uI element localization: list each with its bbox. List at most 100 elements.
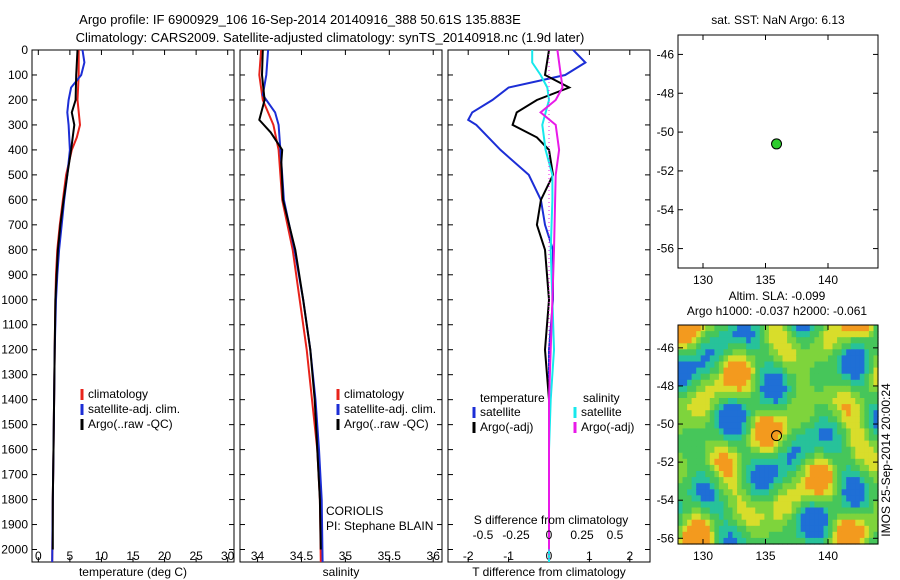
figure-title-line2: Climatology: CARS2009. Satellite-adjuste… <box>76 30 585 45</box>
heatmap-cell <box>855 495 861 502</box>
heatmap-cell <box>691 452 697 460</box>
heatmap-cell <box>709 361 715 369</box>
heatmap-cell <box>741 428 747 436</box>
heatmap-cell <box>855 483 861 490</box>
heatmap-cell <box>855 331 861 338</box>
heatmap-cell <box>741 404 747 411</box>
heatmap-cell <box>809 483 815 490</box>
heatmap-cell <box>800 349 806 356</box>
heatmap-cell <box>741 337 747 344</box>
heatmap-cell <box>864 464 870 472</box>
heatmap-cell <box>855 446 861 454</box>
heatmap-cell <box>718 495 724 502</box>
heatmap-cell <box>800 537 806 545</box>
heatmap-cell <box>796 422 802 429</box>
top-tick-label: -0.25 <box>502 528 530 542</box>
heatmap-cell <box>741 379 747 387</box>
heatmap-cell <box>823 343 829 350</box>
heatmap-cell <box>814 337 820 344</box>
heatmap-cell <box>700 440 706 448</box>
heatmap-cell <box>805 458 811 466</box>
heatmap-cell <box>709 404 715 411</box>
heatmap-cell <box>732 373 738 381</box>
heatmap-cell <box>755 373 761 381</box>
heatmap-cell <box>782 398 788 405</box>
heatmap-cell <box>696 489 702 496</box>
heatmap-cell <box>818 464 824 472</box>
heatmap-cell <box>759 495 765 502</box>
float-position-marker <box>771 430 783 442</box>
heatmap-cell <box>728 446 734 454</box>
heatmap-cell <box>814 458 820 466</box>
heatmap-cell <box>750 446 756 454</box>
heatmap-cell <box>750 471 756 478</box>
heatmap-cell <box>714 410 720 417</box>
heatmap-cell <box>823 325 829 332</box>
heatmap-cell <box>855 373 861 381</box>
heatmap-cell <box>837 337 843 344</box>
legend-label: climatology <box>344 387 404 401</box>
heatmap-cell <box>746 373 752 381</box>
heatmap-cell <box>746 434 752 442</box>
heatmap-cell <box>800 361 806 369</box>
heatmap-cell <box>828 325 834 332</box>
heatmap-cell <box>682 519 688 527</box>
heatmap-cell <box>828 434 834 442</box>
y-tick-label: 700 <box>8 218 28 232</box>
heatmap-cell <box>855 464 861 472</box>
heatmap-cell <box>868 398 874 405</box>
heatmap-cell <box>705 446 711 454</box>
heatmap-cell <box>846 385 852 393</box>
heatmap-cell <box>755 434 761 442</box>
heatmap-cell <box>868 507 874 515</box>
heatmap-cell <box>682 471 688 478</box>
heatmap-cell <box>700 343 706 350</box>
heatmap-cell <box>796 325 802 332</box>
heatmap-cell <box>782 446 788 454</box>
heatmap-cell <box>705 355 711 363</box>
heatmap-cell <box>800 452 806 460</box>
heatmap-cell <box>791 525 797 533</box>
heatmap-cell <box>723 489 729 496</box>
heatmap-cell <box>678 464 684 472</box>
heatmap-cell <box>696 416 702 423</box>
heatmap-cell <box>800 434 806 442</box>
heatmap-cell <box>832 531 838 539</box>
heatmap-cell <box>778 477 784 484</box>
x-tick-label: 30 <box>221 549 235 563</box>
heatmap-cell <box>859 410 865 417</box>
heatmap-cell <box>782 501 788 509</box>
annotation-pi: PI: Stephane BLAIN <box>326 519 433 533</box>
heatmap-cell <box>814 379 820 387</box>
heatmap-cell <box>728 379 734 387</box>
heatmap-cell <box>732 440 738 448</box>
annotation-source: CORIOLIS <box>326 504 383 518</box>
heatmap-cell <box>837 391 843 399</box>
heatmap-cell <box>755 379 761 387</box>
heatmap-cell <box>800 331 806 338</box>
heatmap-cell <box>705 452 711 460</box>
heatmap-cell <box>728 385 734 393</box>
heatmap-cell <box>787 379 793 387</box>
heatmap-cell <box>696 428 702 436</box>
heatmap-cell <box>809 471 815 478</box>
heatmap-cell <box>714 404 720 411</box>
heatmap-cell <box>873 355 879 363</box>
heatmap-cell <box>787 416 793 423</box>
heatmap-cell <box>778 367 784 375</box>
heatmap-cell <box>746 464 752 472</box>
heatmap-cell <box>850 385 856 393</box>
heatmap-cell <box>832 501 838 509</box>
heatmap-cell <box>773 422 779 429</box>
heatmap-cell <box>868 458 874 466</box>
heatmap-cell <box>873 416 879 423</box>
heatmap-cell <box>714 422 720 429</box>
heatmap-cell <box>746 446 752 454</box>
heatmap-cell <box>778 337 784 344</box>
heatmap-cell <box>764 349 770 356</box>
heatmap-cell <box>682 361 688 369</box>
heatmap-cell <box>823 434 829 442</box>
heatmap-cell <box>682 531 688 539</box>
heatmap-cell <box>814 525 820 533</box>
heatmap-cell <box>837 452 843 460</box>
